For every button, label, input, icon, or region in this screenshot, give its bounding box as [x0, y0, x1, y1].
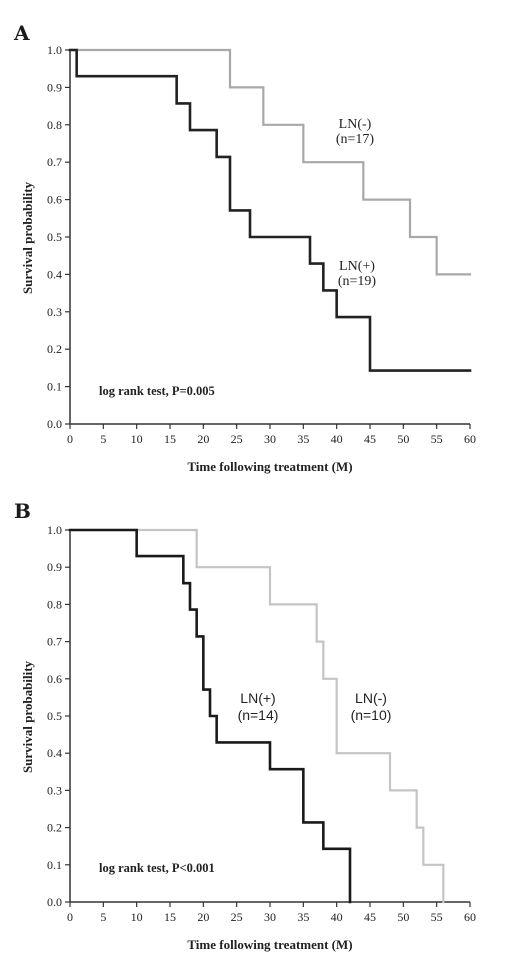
- panel-b-x-tick-label: 45: [364, 910, 376, 924]
- panel-a-x-tick-label: 30: [264, 432, 276, 446]
- panel-a-y-tick-label: 0.9: [47, 80, 62, 94]
- panel-b-x-tick-label: 0: [67, 910, 73, 924]
- panel-a-y-tick-label: 0.2: [47, 342, 62, 356]
- panel-a-y-tick-label: 0.0: [47, 417, 62, 431]
- series-label-ln-neg-b: LN(-): [355, 690, 387, 706]
- panel-a-x-tick-label: 60: [464, 432, 476, 446]
- panel-a-series-layer: [68, 48, 472, 372]
- panel-b-x-tick-label: 15: [164, 910, 176, 924]
- panel-b-x-tick-label: 35: [297, 910, 309, 924]
- panel-b-y-tick-label: 0.0: [47, 895, 62, 909]
- panel-b-y-tick-label: 0.9: [47, 560, 62, 574]
- panel-a-y-ticks: 0.0 0.1 0.2 0.3 0.4 0.5 0.6 0.7 0.8 0.9 1.0: [47, 43, 70, 431]
- panel-b-y-tick-label: 0.6: [47, 672, 62, 686]
- panel-b-km-curve-ln-neg: [68, 528, 445, 904]
- panel-a: A Survival probability 0.00.10.20.30.40.…: [13, 21, 476, 474]
- series-n-ln-neg-a: (n=17): [336, 132, 375, 147]
- panel-b-x-tick-label: 20: [197, 910, 209, 924]
- panel-a-x-axis-title: Time following treatment (M): [187, 459, 352, 474]
- panel-a-x-tick-label: 35: [297, 432, 309, 446]
- panel-b-y-tick-label: 0.7: [47, 635, 62, 649]
- series-label-ln-pos-a: LN(+): [339, 259, 375, 274]
- panel-b-x-tick-label: 30: [264, 910, 276, 924]
- panel-b-y-tick-label: 0.4: [47, 746, 62, 760]
- panel-b-y-tick-label: 0.1: [47, 858, 62, 872]
- panel-a-y-tick-label: 0.5: [47, 230, 62, 244]
- panel-a-y-tick-label: 0.3: [47, 305, 62, 319]
- panel-b-x-tick-label: 10: [131, 910, 143, 924]
- panel-b-y-axis-title: Survival probability: [20, 660, 35, 773]
- series-n-ln-pos-a: (n=19): [338, 274, 377, 289]
- log-rank-annotation-b: log rank test, P<0.001: [99, 861, 215, 875]
- series-n-ln-pos-b: (n=14): [238, 707, 279, 723]
- panel-b: B Survival probability 0.00.10.20.30.40.…: [14, 499, 476, 952]
- panel-b-x-tick-label: 25: [231, 910, 243, 924]
- panel-b-y-tick-label: 0.5: [47, 709, 62, 723]
- panel-a-y-tick-label: 0.1: [47, 380, 62, 394]
- panel-b-y-tick-label: 0.2: [47, 821, 62, 835]
- panel-a-x-tick-label: 55: [431, 432, 443, 446]
- panel-b-label: B: [14, 499, 31, 523]
- panel-b-series-layer: [68, 528, 445, 904]
- panel-b-x-tick-label: 5: [100, 910, 106, 924]
- panel-b-km-curve-ln-pos: [68, 528, 352, 904]
- panel-a-y-tick-label: 1.0: [47, 43, 62, 57]
- panel-a-x-tick-label: 20: [197, 432, 209, 446]
- panel-a-x-tick-label: 45: [364, 432, 376, 446]
- panel-a-label: A: [13, 21, 30, 45]
- panel-a-km-curve-ln-pos: [68, 48, 472, 372]
- panel-b-y-ticks: 0.0 0.1 0.2 0.3 0.4 0.5 0.6 0.7 0.8 0.9 1.0: [47, 523, 70, 909]
- panel-a-x-tick-label: 5: [100, 432, 106, 446]
- panel-a-y-tick-label: 0.4: [47, 267, 62, 281]
- series-n-ln-neg-b: (n=10): [351, 707, 392, 723]
- panel-b-x-tick-label: 50: [397, 910, 409, 924]
- panel-a-x-ticks: 0 5 10 15 20 25 30 35 40 45 50 55 60: [67, 424, 476, 446]
- panel-a-x-tick-label: 15: [164, 432, 176, 446]
- panel-b-x-tick-label: 60: [464, 910, 476, 924]
- panel-a-x-tick-label: 50: [397, 432, 409, 446]
- panel-a-x-tick-label: 25: [231, 432, 243, 446]
- series-label-ln-pos-b: LN(+): [240, 690, 275, 706]
- log-rank-annotation-a: log rank test, P=0.005: [99, 384, 215, 398]
- panel-b-y-tick-label: 0.8: [47, 597, 62, 611]
- panel-a-y-axis-title: Survival probability: [20, 181, 35, 294]
- panel-a-y-tick-label: 0.8: [47, 118, 62, 132]
- panel-a-x-tick-label: 10: [131, 432, 143, 446]
- panel-a-km-curve-ln-neg: [68, 48, 472, 276]
- panel-b-y-tick-label: 0.3: [47, 783, 62, 797]
- series-label-ln-neg-a: LN(-): [339, 117, 372, 132]
- panel-b-y-tick-label: 1.0: [47, 523, 62, 537]
- panel-a-y-tick-label: 0.6: [47, 193, 62, 207]
- panel-a-x-tick-label: 0: [67, 432, 73, 446]
- panel-a-x-tick-label: 40: [331, 432, 343, 446]
- panel-a-y-tick-label: 0.7: [47, 155, 62, 169]
- panel-b-x-tick-label: 55: [431, 910, 443, 924]
- panel-b-x-ticks: 0 5 10 15 20 25 30 35 40 45 50 55 60: [67, 902, 476, 924]
- panel-b-x-axis-title: Time following treatment (M): [187, 937, 352, 952]
- panel-b-x-tick-label: 40: [331, 910, 343, 924]
